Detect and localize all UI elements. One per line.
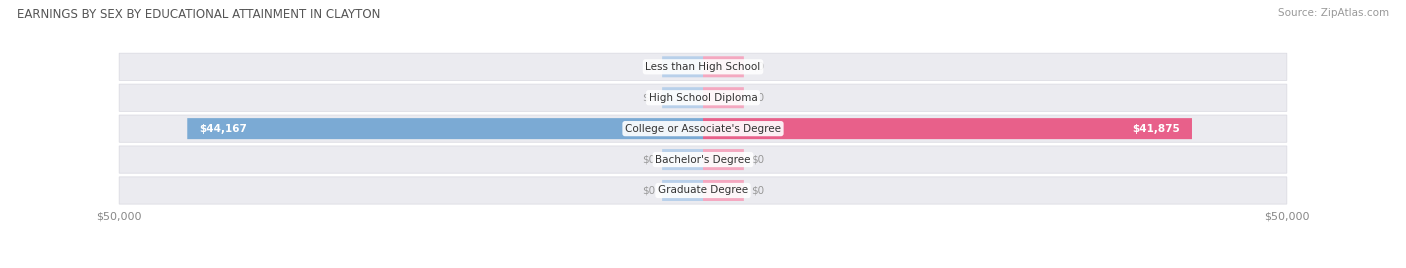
Text: $0: $0 bbox=[643, 62, 655, 72]
FancyBboxPatch shape bbox=[703, 87, 744, 108]
Text: EARNINGS BY SEX BY EDUCATIONAL ATTAINMENT IN CLAYTON: EARNINGS BY SEX BY EDUCATIONAL ATTAINMEN… bbox=[17, 8, 380, 21]
FancyBboxPatch shape bbox=[187, 118, 703, 139]
FancyBboxPatch shape bbox=[703, 180, 744, 201]
Text: $41,875: $41,875 bbox=[1133, 124, 1180, 134]
Text: $0: $0 bbox=[643, 185, 655, 195]
FancyBboxPatch shape bbox=[703, 149, 744, 170]
FancyBboxPatch shape bbox=[120, 177, 1286, 204]
Text: High School Diploma: High School Diploma bbox=[648, 93, 758, 103]
Text: $0: $0 bbox=[751, 62, 763, 72]
Text: $0: $0 bbox=[751, 93, 763, 103]
Text: Graduate Degree: Graduate Degree bbox=[658, 185, 748, 195]
FancyBboxPatch shape bbox=[662, 149, 703, 170]
Text: Bachelor's Degree: Bachelor's Degree bbox=[655, 155, 751, 165]
FancyBboxPatch shape bbox=[703, 56, 744, 77]
FancyBboxPatch shape bbox=[120, 146, 1286, 173]
FancyBboxPatch shape bbox=[662, 87, 703, 108]
FancyBboxPatch shape bbox=[662, 180, 703, 201]
Text: $0: $0 bbox=[643, 93, 655, 103]
Text: $0: $0 bbox=[751, 185, 763, 195]
Legend: Male, Female: Male, Female bbox=[641, 264, 765, 268]
Text: Less than High School: Less than High School bbox=[645, 62, 761, 72]
FancyBboxPatch shape bbox=[120, 84, 1286, 111]
FancyBboxPatch shape bbox=[703, 118, 1192, 139]
Text: $44,167: $44,167 bbox=[198, 124, 247, 134]
FancyBboxPatch shape bbox=[120, 115, 1286, 142]
Text: College or Associate's Degree: College or Associate's Degree bbox=[626, 124, 780, 134]
Text: $0: $0 bbox=[751, 155, 763, 165]
Text: $0: $0 bbox=[643, 155, 655, 165]
FancyBboxPatch shape bbox=[120, 53, 1286, 80]
Text: Source: ZipAtlas.com: Source: ZipAtlas.com bbox=[1278, 8, 1389, 18]
FancyBboxPatch shape bbox=[662, 56, 703, 77]
